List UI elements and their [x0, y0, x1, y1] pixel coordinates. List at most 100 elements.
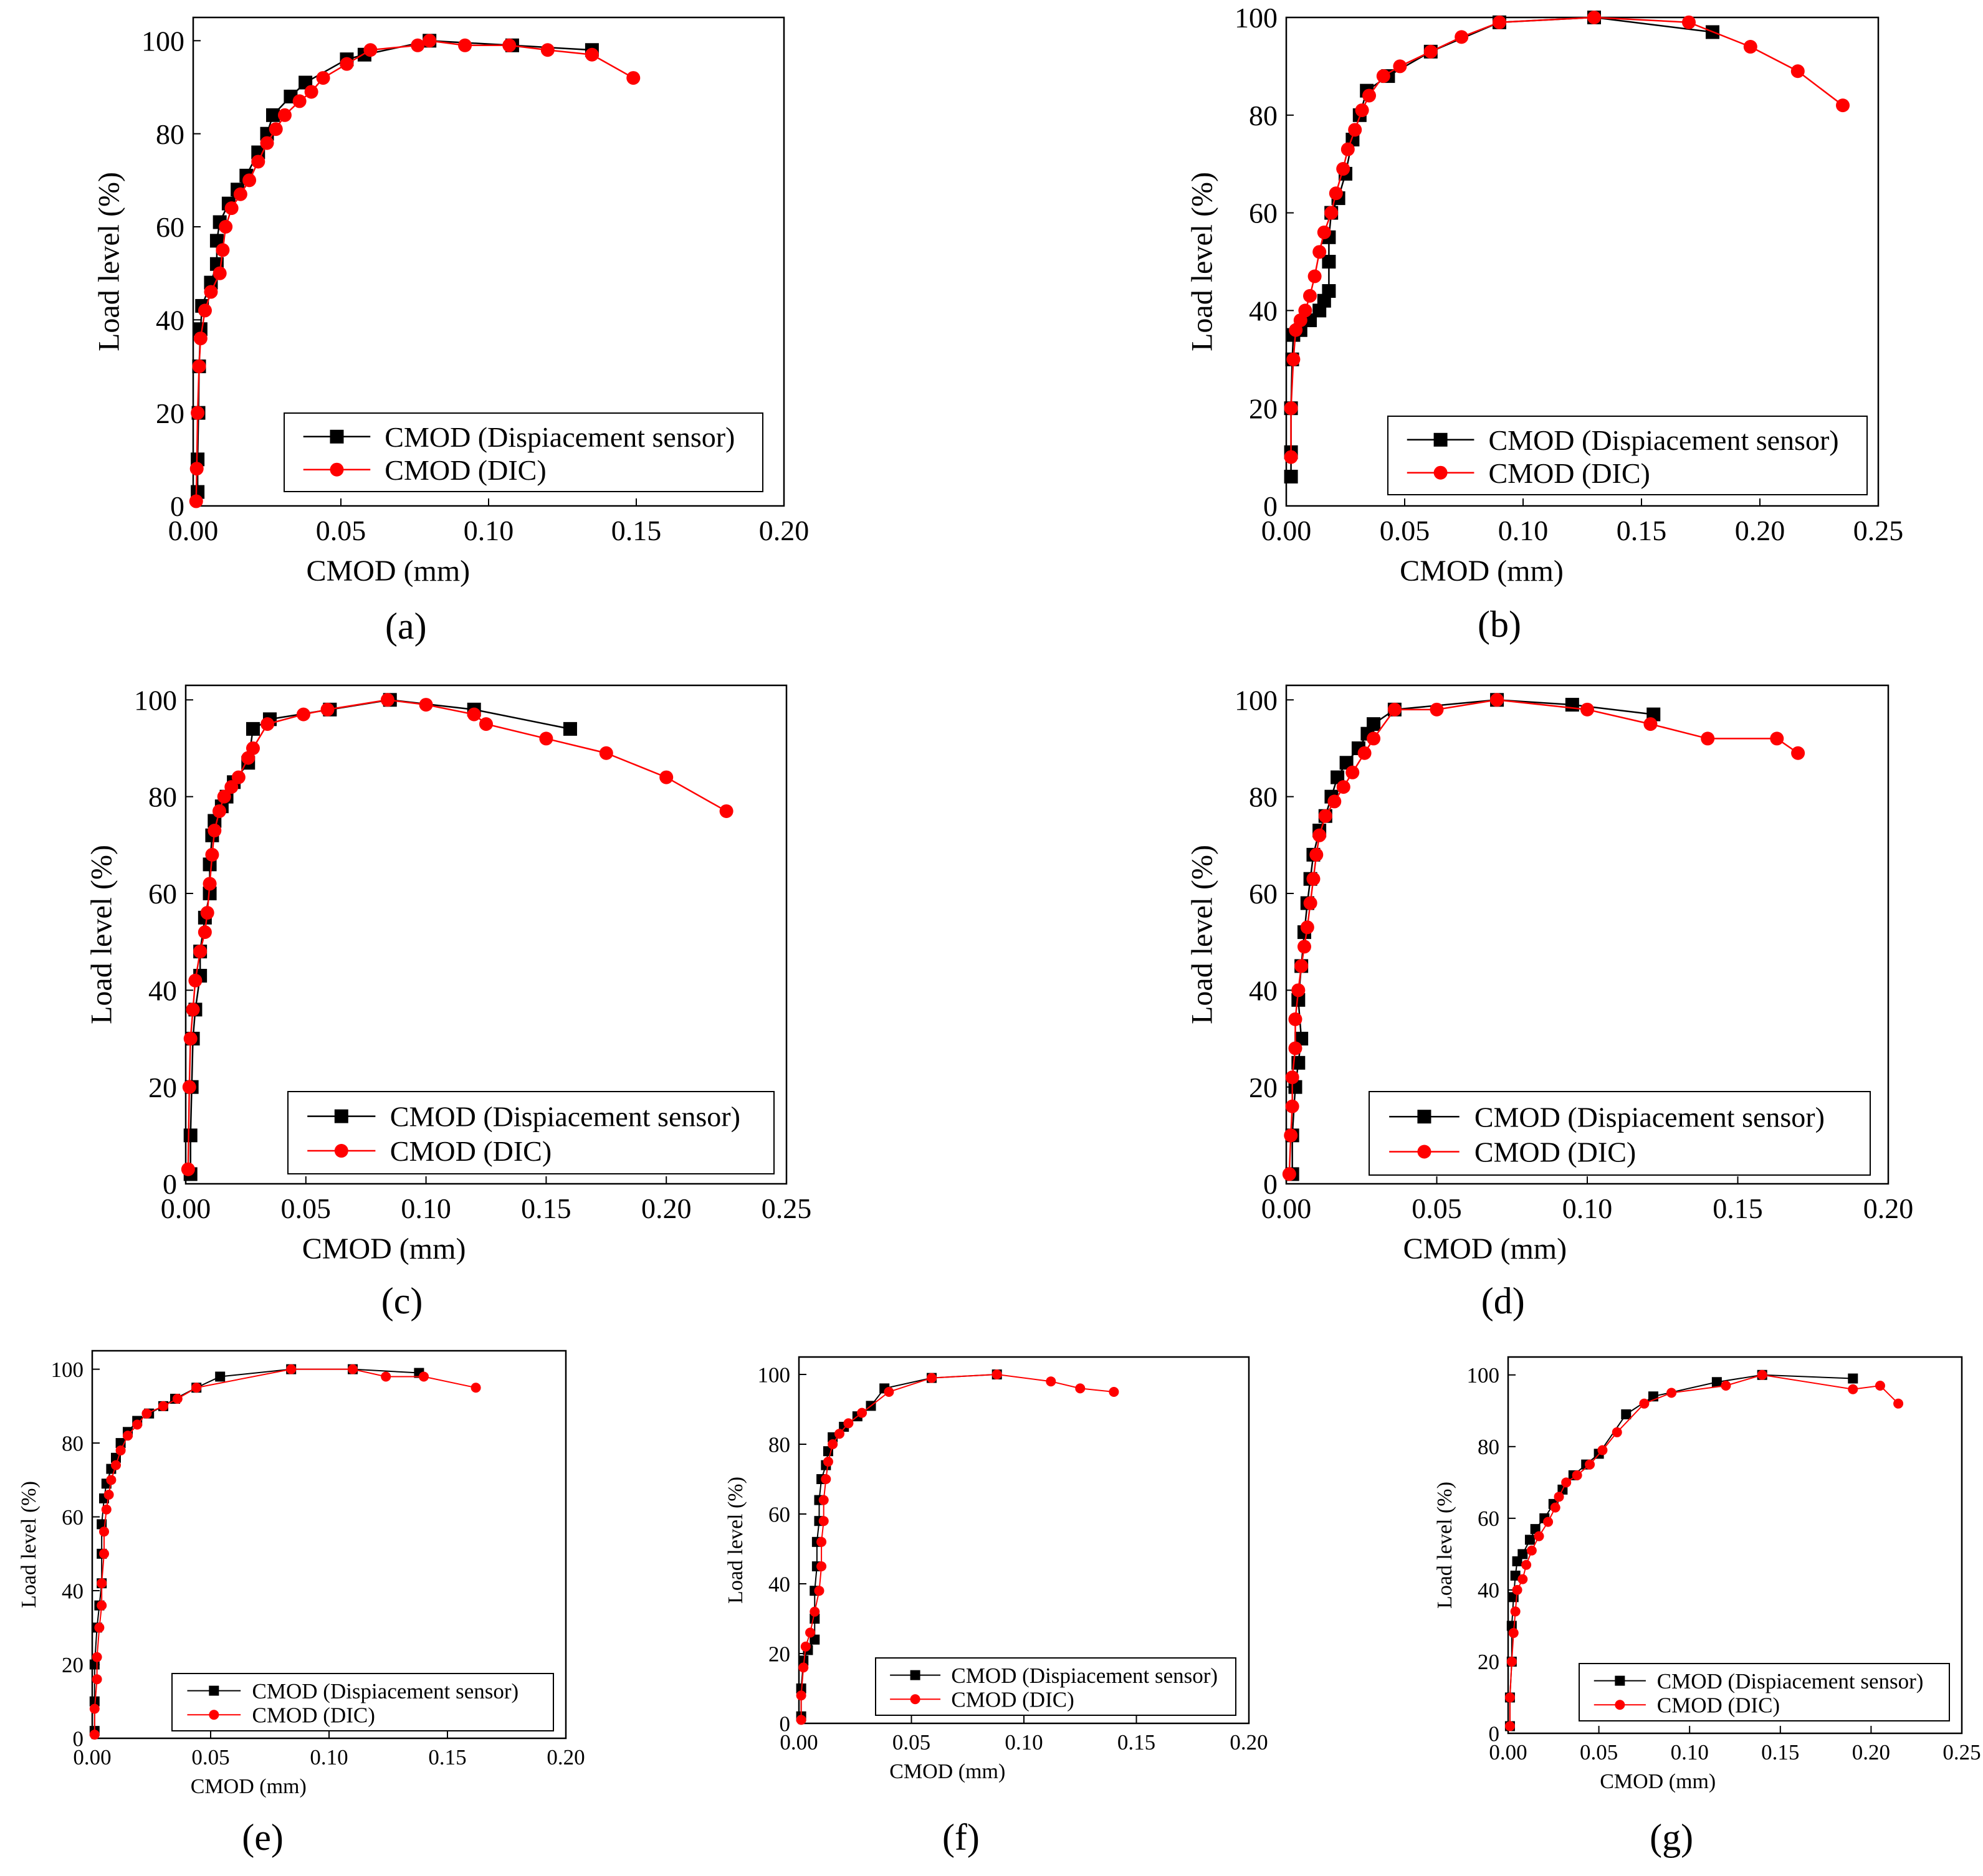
x-axis-label: CMOD (mm) [1400, 555, 1564, 588]
series-dic [796, 1369, 1119, 1725]
x-tick-label: 0.05 [316, 515, 366, 546]
plot-frame [1507, 1356, 1963, 1735]
data-point-circle [1318, 809, 1332, 823]
legend-marker [1417, 1110, 1431, 1124]
data-point-circle [193, 331, 208, 346]
y-tick-label: 80 [1249, 781, 1278, 813]
data-point-circle [1836, 98, 1850, 113]
x-tick-label: 0.10 [1498, 515, 1549, 546]
data-point-circle [204, 285, 218, 299]
data-point-circle [304, 85, 318, 99]
data-point-circle [800, 1641, 811, 1652]
data-point-circle [1490, 693, 1504, 707]
data-point-circle [251, 155, 265, 169]
data-point-circle [231, 770, 246, 784]
data-point-circle [1770, 731, 1784, 746]
data-point-square [1524, 1535, 1535, 1545]
x-tick-label: 0.00 [161, 1193, 211, 1224]
data-point-circle [111, 1460, 121, 1470]
data-point-circle [286, 1364, 297, 1374]
x-axis-label: CMOD (mm) [1403, 1232, 1567, 1265]
y-axis-label: Load level (%) [85, 845, 118, 1024]
legend-box [284, 412, 763, 492]
data-point-circle [540, 43, 555, 57]
data-point-circle [191, 1383, 202, 1393]
data-point-circle [926, 1373, 937, 1383]
legend-label: CMOD (Dispiacement sensor) [1488, 424, 1838, 456]
panel-label: (e) [242, 1817, 284, 1858]
y-tick-label: 0 [1263, 1168, 1278, 1200]
x-tick-label: 0.00 [1261, 1193, 1312, 1224]
data-point-circle [1286, 352, 1301, 366]
data-point-circle [818, 1495, 829, 1505]
panel-label: (b) [1478, 604, 1521, 645]
series-dic [89, 1364, 481, 1740]
data-point-circle [1306, 872, 1321, 886]
y-tick-label: 20 [148, 1072, 177, 1103]
data-point-circle [1506, 1656, 1517, 1667]
series-dic [1504, 1369, 1904, 1731]
data-point-circle [823, 1457, 833, 1467]
data-point-circle [191, 406, 205, 420]
data-point-circle [203, 877, 217, 891]
y-tick-label: 40 [1478, 1578, 1499, 1602]
data-point-circle [188, 973, 203, 988]
y-tick-label: 80 [1249, 100, 1278, 131]
data-point-circle [1682, 15, 1696, 29]
data-point-square [1621, 1409, 1632, 1420]
x-tick-label: 0.00 [73, 1745, 111, 1769]
legend: CMOD (Dispiacement sensor)CMOD (DIC) [287, 1091, 775, 1174]
legend-box [875, 1657, 1236, 1716]
chart-g: 0.00 0.05 0.10 0.15 0.20 0.25 0 20 40 60 80 100 CMOD… [1433, 1356, 1981, 1858]
data-point-circle [1336, 780, 1350, 794]
data-point-circle [816, 1561, 827, 1571]
data-point-square [798, 1655, 809, 1666]
x-tick-label: 0.15 [611, 515, 662, 546]
y-tick-label: 0 [1489, 1721, 1500, 1746]
data-point-circle [1639, 1398, 1650, 1409]
data-point-square [246, 721, 260, 736]
y-tick-label: 20 [1249, 393, 1278, 424]
data-point-circle [585, 47, 599, 62]
y-tick-label: 20 [156, 398, 184, 429]
x-tick-label: 0.15 [1117, 1730, 1155, 1755]
data-point-circle [1345, 765, 1360, 779]
y-tick-label: 100 [141, 25, 184, 57]
data-point-circle [246, 741, 260, 755]
data-point-circle [798, 1662, 809, 1673]
y-axis-label: Load level (%) [724, 1477, 747, 1604]
data-point-circle [132, 1419, 143, 1430]
data-point-circle [260, 717, 275, 731]
legend-marker [209, 1685, 219, 1696]
data-point-circle [1550, 1502, 1560, 1513]
y-tick-label: 60 [1478, 1507, 1499, 1531]
data-point-square [1848, 1373, 1858, 1384]
data-point-circle [1757, 1369, 1767, 1380]
data-point-circle [814, 1586, 824, 1596]
legend-label: CMOD (Dispiacement sensor) [1474, 1101, 1825, 1133]
y-tick-label: 60 [62, 1505, 84, 1530]
data-point-circle [1493, 15, 1506, 29]
panel-label: (d) [1481, 1280, 1525, 1321]
y-tick-label: 20 [1249, 1072, 1278, 1103]
x-tick-label: 0.20 [1863, 1193, 1914, 1224]
data-point-circle [1297, 940, 1311, 954]
chart-a: 0.00 0.05 0.10 0.15 0.20 0 20 40 60 80 100 CMOD (mm… [92, 16, 809, 647]
data-point-circle [89, 1703, 100, 1714]
data-point-circle [94, 1622, 105, 1633]
data-point-circle [172, 1394, 183, 1404]
data-point-circle [1743, 40, 1757, 54]
y-tick-label: 100 [134, 684, 177, 716]
data-point-circle [269, 122, 283, 136]
data-point-circle [1109, 1387, 1119, 1397]
legend-label: CMOD (DIC) [385, 454, 546, 486]
legend-box [1579, 1663, 1950, 1721]
data-point-circle [141, 1408, 152, 1419]
data-point-circle [1336, 162, 1350, 176]
legend-label: CMOD (DIC) [1474, 1136, 1636, 1168]
legend: CMOD (Dispiacement sensor)CMOD (DIC) [1369, 1091, 1871, 1176]
data-point-circle [1312, 828, 1327, 842]
data-point-circle [1543, 1517, 1554, 1527]
data-point-circle [1393, 59, 1407, 74]
x-tick-label: 0.25 [1853, 515, 1904, 546]
